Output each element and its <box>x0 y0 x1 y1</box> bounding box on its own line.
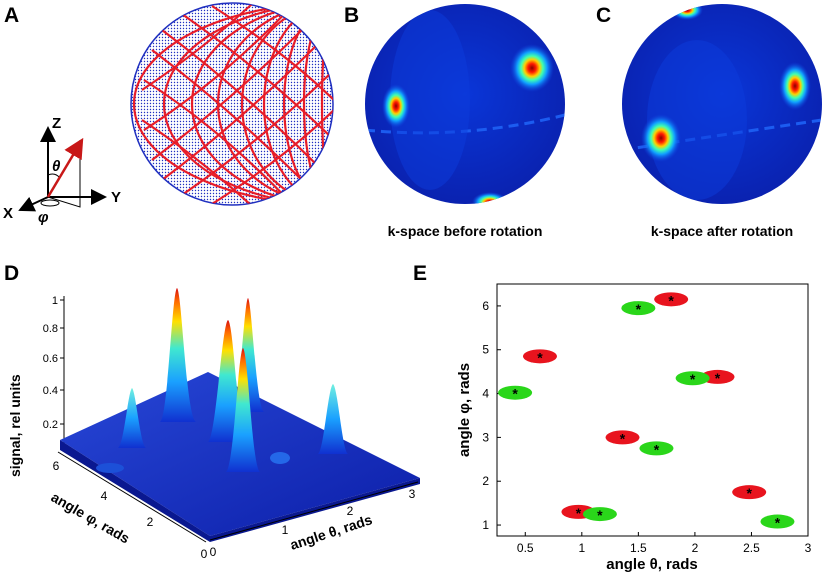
kspace-peak <box>671 4 703 20</box>
svg-text:*: * <box>715 370 721 386</box>
surface-peak <box>226 348 260 472</box>
y-axis-title: angle φ, rads <box>456 363 473 457</box>
kspace-peak <box>641 114 681 162</box>
green-data-point: * <box>639 441 674 457</box>
x-tick-label: 1 <box>578 541 585 555</box>
svg-text:*: * <box>620 430 626 446</box>
svg-text:*: * <box>690 371 696 387</box>
kspace-before-rotation <box>365 4 565 204</box>
theta-ticks: 0 1 2 3 <box>210 487 416 559</box>
theta-tick-label: 0 <box>210 545 217 559</box>
y-tick-label: 4 <box>482 387 489 401</box>
svg-text:*: * <box>775 515 781 531</box>
x-axis-label: X <box>3 205 13 222</box>
surface-peak <box>160 288 196 422</box>
signal-surface-plot: 1 0.8 0.6 0.4 0.2 signal, rel units 0 1 … <box>7 288 420 561</box>
red-data-point: * <box>605 430 640 446</box>
svg-text:*: * <box>576 505 582 521</box>
phi-axis-label: angle φ, rads <box>49 489 133 547</box>
phi-label: φ <box>38 209 49 226</box>
phi-arc <box>40 199 60 207</box>
projection-lines <box>47 140 81 208</box>
svg-text:*: * <box>597 507 603 523</box>
red-data-point: * <box>522 349 557 365</box>
theta-tick-label: 1 <box>282 523 289 537</box>
caption-before-rotation: k-space before rotation <box>387 223 543 239</box>
green-data-point: * <box>675 371 710 387</box>
x-tick-label: 2 <box>692 541 699 555</box>
z-tick-label: 0.6 <box>43 353 58 365</box>
panel-label-b: B <box>344 4 360 27</box>
theta-label: θ <box>52 158 61 175</box>
z-tick-label: 0.4 <box>43 385 58 397</box>
y-tick-label: 3 <box>482 430 489 444</box>
kspace-peak <box>779 62 811 110</box>
z-ticks: 1 0.8 0.6 0.4 0.2 <box>43 295 64 431</box>
z-tick-label: 1 <box>52 295 58 307</box>
svg-text:*: * <box>537 349 543 365</box>
green-data-point: * <box>621 301 656 317</box>
theta-axis-line <box>209 481 419 541</box>
theta-tick-label: 3 <box>409 487 416 501</box>
green-data-point: * <box>498 385 533 402</box>
y-tick-label: 2 <box>482 474 489 488</box>
svg-text:*: * <box>746 485 752 501</box>
y-axis-label: Y <box>111 189 121 206</box>
x-tick-label: 0.5 <box>517 541 534 555</box>
surface-peak <box>118 388 146 448</box>
coordinate-axes-diagram: Z Y X θ φ <box>3 115 121 226</box>
panel-label-e: E <box>413 262 428 285</box>
kspace-peak <box>472 192 508 204</box>
x-tick-label: 1.5 <box>630 541 647 555</box>
x-axis <box>18 196 49 212</box>
phi-tick-label: 0 <box>201 547 208 561</box>
z-axis-label: signal, rel units <box>7 374 23 477</box>
green-data-point: * <box>582 507 617 523</box>
surface-peak <box>318 384 348 454</box>
panel-label-c: C <box>596 4 612 27</box>
red-data-point: * <box>700 369 735 386</box>
svg-text:*: * <box>654 441 660 457</box>
plot-frame <box>496 283 809 537</box>
sphere-trajectory-figure <box>130 2 334 206</box>
kspace-peak <box>382 84 410 128</box>
x-axis-title: angle θ, rads <box>606 556 697 573</box>
green-data-point: * <box>760 514 795 531</box>
caption-after-rotation: k-space after rotation <box>650 223 794 239</box>
theta-axis-label: angle θ, rads <box>288 511 374 553</box>
scatter-chart: 0.5 1 1.5 2 2.5 3 1 2 3 4 5 6 * * * * * * * * * * * * angle θ,… <box>456 283 812 573</box>
red-data-point: * <box>654 292 689 308</box>
svg-text:*: * <box>636 301 642 317</box>
theta-tick-label: 2 <box>347 504 354 518</box>
red-data-point: * <box>732 485 767 501</box>
svg-text:*: * <box>512 386 518 402</box>
phi-tick-label: 4 <box>101 489 108 503</box>
y-tick-label: 5 <box>482 343 489 357</box>
y-tick-label: 6 <box>482 299 489 313</box>
svg-text:*: * <box>668 292 674 308</box>
y-tick-label: 1 <box>482 518 489 532</box>
z-axis-label: Z <box>52 115 61 132</box>
spiral-trajectories <box>132 3 333 205</box>
phi-ticks: 6 4 2 0 <box>53 459 208 561</box>
phi-tick-label: 6 <box>53 459 60 473</box>
kspace-peak <box>510 44 554 92</box>
z-tick-label: 0.8 <box>43 323 58 335</box>
panel-label-a: A <box>4 4 20 27</box>
direction-vector <box>46 137 84 198</box>
x-tick-label: 2.5 <box>743 541 760 555</box>
x-tick-label: 3 <box>805 541 812 555</box>
panel-label-d: D <box>4 262 20 285</box>
phi-tick-label: 2 <box>147 515 154 529</box>
z-tick-label: 0.2 <box>43 419 58 431</box>
kspace-after-rotation <box>622 4 822 204</box>
phi-axis-line <box>57 451 207 543</box>
